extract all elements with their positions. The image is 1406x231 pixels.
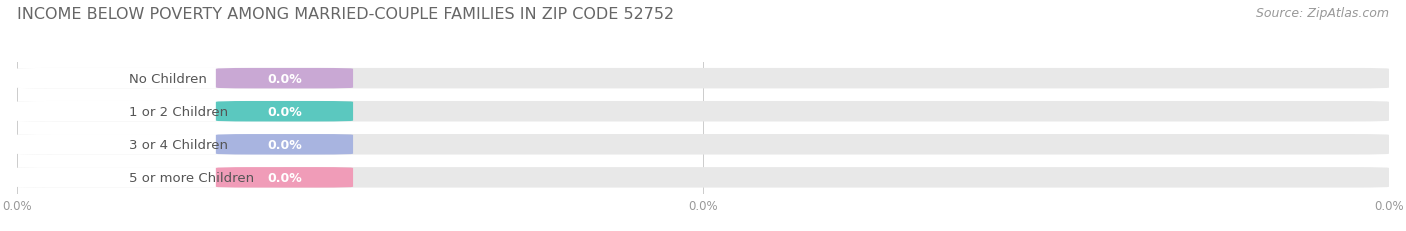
- FancyBboxPatch shape: [17, 69, 1389, 89]
- FancyBboxPatch shape: [17, 102, 284, 122]
- FancyBboxPatch shape: [17, 167, 284, 188]
- FancyBboxPatch shape: [17, 134, 1389, 155]
- Text: 0.0%: 0.0%: [267, 171, 302, 184]
- FancyBboxPatch shape: [17, 69, 284, 89]
- Text: 3 or 4 Children: 3 or 4 Children: [129, 138, 228, 151]
- Text: No Children: No Children: [129, 72, 207, 85]
- Text: 1 or 2 Children: 1 or 2 Children: [129, 105, 228, 118]
- Text: INCOME BELOW POVERTY AMONG MARRIED-COUPLE FAMILIES IN ZIP CODE 52752: INCOME BELOW POVERTY AMONG MARRIED-COUPL…: [17, 7, 673, 22]
- FancyBboxPatch shape: [217, 134, 353, 155]
- FancyBboxPatch shape: [17, 134, 284, 155]
- Text: 5 or more Children: 5 or more Children: [129, 171, 254, 184]
- Text: 0.0%: 0.0%: [267, 105, 302, 118]
- FancyBboxPatch shape: [217, 102, 353, 122]
- Text: Source: ZipAtlas.com: Source: ZipAtlas.com: [1256, 7, 1389, 20]
- FancyBboxPatch shape: [17, 167, 1389, 188]
- Text: 0.0%: 0.0%: [267, 138, 302, 151]
- FancyBboxPatch shape: [217, 69, 353, 89]
- Text: 0.0%: 0.0%: [267, 72, 302, 85]
- FancyBboxPatch shape: [217, 167, 353, 188]
- FancyBboxPatch shape: [17, 102, 1389, 122]
